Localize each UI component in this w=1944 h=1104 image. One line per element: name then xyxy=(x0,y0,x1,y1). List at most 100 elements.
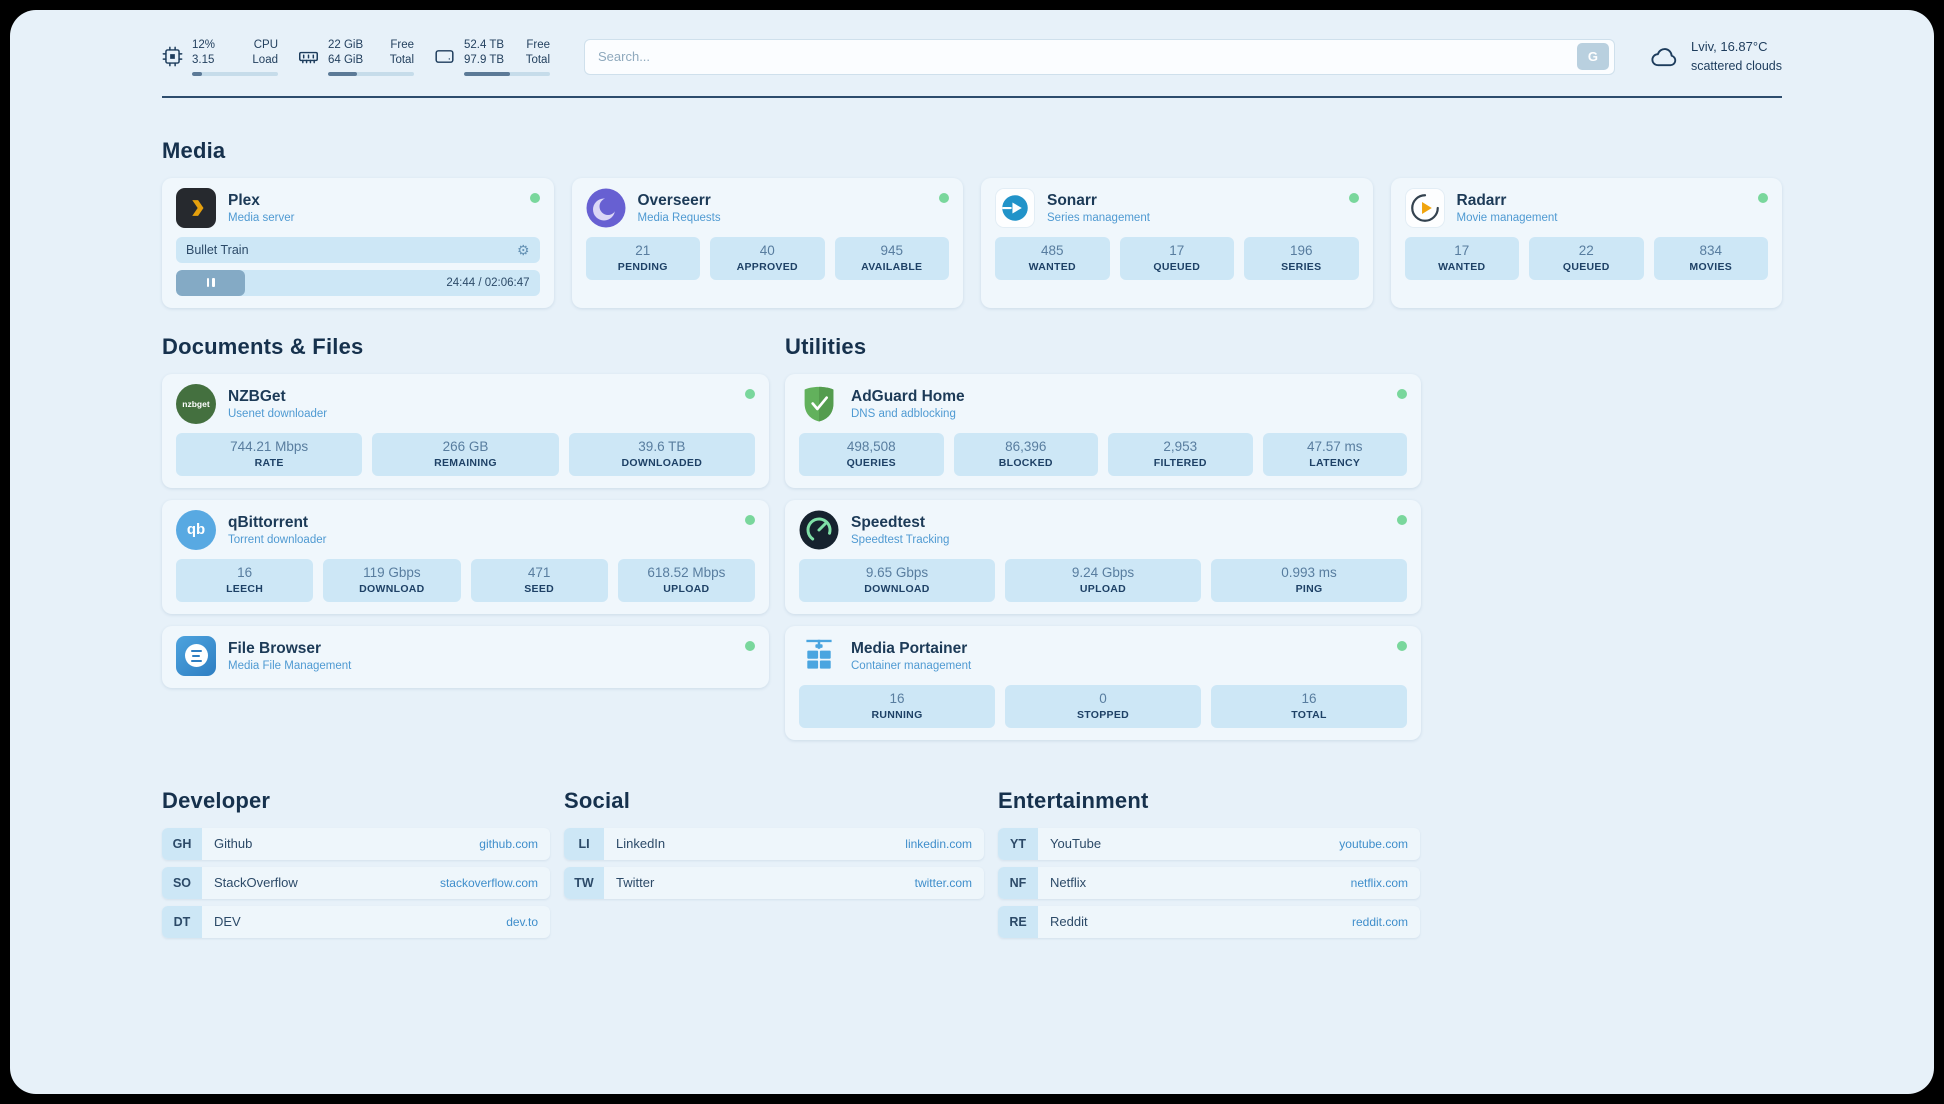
bookmark-url: dev.to xyxy=(506,914,538,929)
service-subtitle: Movie management xyxy=(1456,211,1558,224)
service-card-portainer[interactable]: Media Portainer Container management 16 … xyxy=(785,625,1421,740)
gear-icon[interactable]: ⚙ xyxy=(516,241,530,258)
search-provider-button[interactable]: G xyxy=(1576,43,1609,71)
section-media: Media Plex Media server Bullet Train xyxy=(162,138,1782,308)
stat-label: LEECH xyxy=(226,582,264,595)
stat-box: 16 RUNNING xyxy=(799,684,995,728)
bookmark-url: youtube.com xyxy=(1339,836,1408,851)
stat-value: 17 xyxy=(1454,242,1470,258)
card-header: Plex Media server xyxy=(176,187,540,228)
stat-box: 498,508 QUERIES xyxy=(799,432,944,476)
stats-row: 17 WANTED 22 QUEUED 834 MOVIES xyxy=(1404,236,1768,280)
status-dot xyxy=(1397,514,1407,525)
stat-box: 22 QUEUED xyxy=(1529,236,1644,280)
plex-now-playing-widget: Bullet Train ⚙ 24:44 / 02:06:47 xyxy=(176,236,540,296)
service-card-overseerr[interactable]: Overseerr Media Requests 21 PENDING 40 A… xyxy=(571,177,963,308)
stat-label: STOPPED xyxy=(1076,708,1130,721)
bookmark-youtube[interactable]: YT YouTube youtube.com xyxy=(998,827,1420,860)
bookmark-netflix[interactable]: NF Netflix netflix.com xyxy=(998,866,1420,899)
stat-label: BLOCKED xyxy=(998,456,1053,469)
stat-box: 485 WANTED xyxy=(995,236,1110,280)
memory-progress-bar xyxy=(328,71,414,76)
service-subtitle: Usenet downloader xyxy=(228,407,328,420)
stat-label: UPLOAD xyxy=(663,582,710,595)
status-dot xyxy=(745,514,755,525)
nzbget-icon: nzbget xyxy=(176,383,216,424)
stat-box: 21 PENDING xyxy=(585,236,700,280)
bookmark-group-entertainment: Entertainment YT YouTube youtube.com NF … xyxy=(998,788,1420,938)
bookmark-linkedin[interactable]: LI LinkedIn linkedin.com xyxy=(564,827,984,860)
service-subtitle: Series management xyxy=(1047,211,1150,224)
stat-label: SERIES xyxy=(1281,260,1322,273)
section-documents: Documents & Files nzbget NZBGet Usenet d… xyxy=(162,334,769,688)
stats-row: 9.65 Gbps DOWNLOAD 9.24 Gbps UPLOAD 0.99… xyxy=(799,558,1407,602)
stat-box: 39.6 TB DOWNLOADED xyxy=(568,432,755,476)
stat-label: APPROVED xyxy=(736,260,798,273)
memory-icon xyxy=(298,46,319,67)
section-title-documents: Documents & Files xyxy=(162,333,364,359)
service-card-sonarr[interactable]: Sonarr Series management 485 WANTED 17 Q… xyxy=(981,177,1373,308)
weather-location: Lviv, 16.87°C xyxy=(1690,39,1768,55)
status-dot xyxy=(1397,640,1407,651)
bookmark-group-social: Social LI LinkedIn linkedin.com TW Twitt… xyxy=(564,788,984,899)
section-title-utilities: Utilities xyxy=(785,333,867,359)
service-card-qbittorrent[interactable]: qb qBittorrent Torrent downloader 16 LEE… xyxy=(162,499,769,614)
stat-value: 266 GB xyxy=(442,438,489,454)
section-title-entertainment: Entertainment xyxy=(998,787,1149,813)
cpu-load-row: 3.15 Load xyxy=(192,53,278,68)
stat-label: FILTERED xyxy=(1153,456,1207,469)
pause-icon[interactable] xyxy=(206,278,215,288)
stat-box: 16 LEECH xyxy=(176,558,314,602)
bookmark-reddit[interactable]: RE Reddit reddit.com xyxy=(998,905,1420,938)
service-card-filebrowser[interactable]: File Browser Media File Management xyxy=(162,625,769,688)
stat-value: 0.993 ms xyxy=(1281,564,1337,580)
bookmark-stackoverflow[interactable]: SO StackOverflow stackoverflow.com xyxy=(162,866,550,899)
stat-value: 16 xyxy=(1301,690,1317,706)
stats-row: 16 RUNNING 0 STOPPED 16 TOTAL xyxy=(799,684,1407,728)
stat-value: 17 xyxy=(1169,242,1185,258)
card-header: Speedtest Speedtest Tracking xyxy=(799,510,1407,550)
playback-progress-bar[interactable]: 24:44 / 02:06:47 xyxy=(176,269,540,296)
bookmark-github[interactable]: GH Github github.com xyxy=(162,827,550,860)
service-card-speedtest[interactable]: Speedtest Speedtest Tracking 9.65 Gbps D… xyxy=(785,499,1421,614)
stat-box: 0.993 ms PING xyxy=(1211,558,1407,602)
stat-value: 16 xyxy=(889,690,905,706)
status-dot xyxy=(1397,388,1407,399)
bookmark-url: netflix.com xyxy=(1350,875,1408,890)
speedtest-icon xyxy=(799,510,839,550)
service-card-plex[interactable]: Plex Media server Bullet Train ⚙ 24:44 xyxy=(162,177,554,308)
radarr-icon xyxy=(1404,187,1445,228)
search-bar: G xyxy=(584,38,1615,75)
cpu-load-value: 3.15 xyxy=(192,53,215,66)
section-utilities: Utilities AdGuard Home xyxy=(785,334,1421,740)
bookmark-twitter[interactable]: TW Twitter twitter.com xyxy=(564,866,984,899)
memory-free-row: 22 GiB Free xyxy=(328,38,414,53)
stat-box: 40 APPROVED xyxy=(710,236,825,280)
memory-total-label: Total xyxy=(389,53,414,66)
stat-value: 40 xyxy=(759,242,775,258)
memory-total-value: 64 GiB xyxy=(328,53,364,66)
cloud-icon xyxy=(1647,42,1681,72)
bookmark-name: DEV xyxy=(214,914,241,930)
service-name: Speedtest xyxy=(851,513,926,531)
memory-widget: 22 GiB Free 64 GiB Total xyxy=(298,38,414,76)
stat-box: 945 AVAILABLE xyxy=(834,236,949,280)
card-header: AdGuard Home DNS and adblocking xyxy=(799,384,1407,424)
search-input[interactable] xyxy=(598,49,1577,65)
bookmark-abbr: LI xyxy=(564,827,604,860)
service-card-adguard[interactable]: AdGuard Home DNS and adblocking 498,508 … xyxy=(785,373,1421,488)
bookmark-name: Reddit xyxy=(1050,914,1088,930)
bookmark-dev[interactable]: DT DEV dev.to xyxy=(162,905,550,938)
stat-box: 0 STOPPED xyxy=(1005,684,1201,728)
service-card-nzbget[interactable]: nzbget NZBGet Usenet downloader 744.21 M… xyxy=(162,373,769,488)
stat-label: DOWNLOAD xyxy=(359,582,425,595)
stat-box: 16 TOTAL xyxy=(1211,684,1407,728)
cpu-usage-row: 12% CPU xyxy=(192,38,278,53)
memory-free-label: Free xyxy=(390,39,414,51)
service-card-radarr[interactable]: Radarr Movie management 17 WANTED 22 QUE… xyxy=(1390,177,1782,308)
bookmark-name: Github xyxy=(214,836,253,852)
bookmark-abbr: NF xyxy=(998,866,1038,899)
status-dot xyxy=(1348,192,1359,203)
status-dot xyxy=(939,192,949,203)
service-name: Radarr xyxy=(1456,191,1507,209)
